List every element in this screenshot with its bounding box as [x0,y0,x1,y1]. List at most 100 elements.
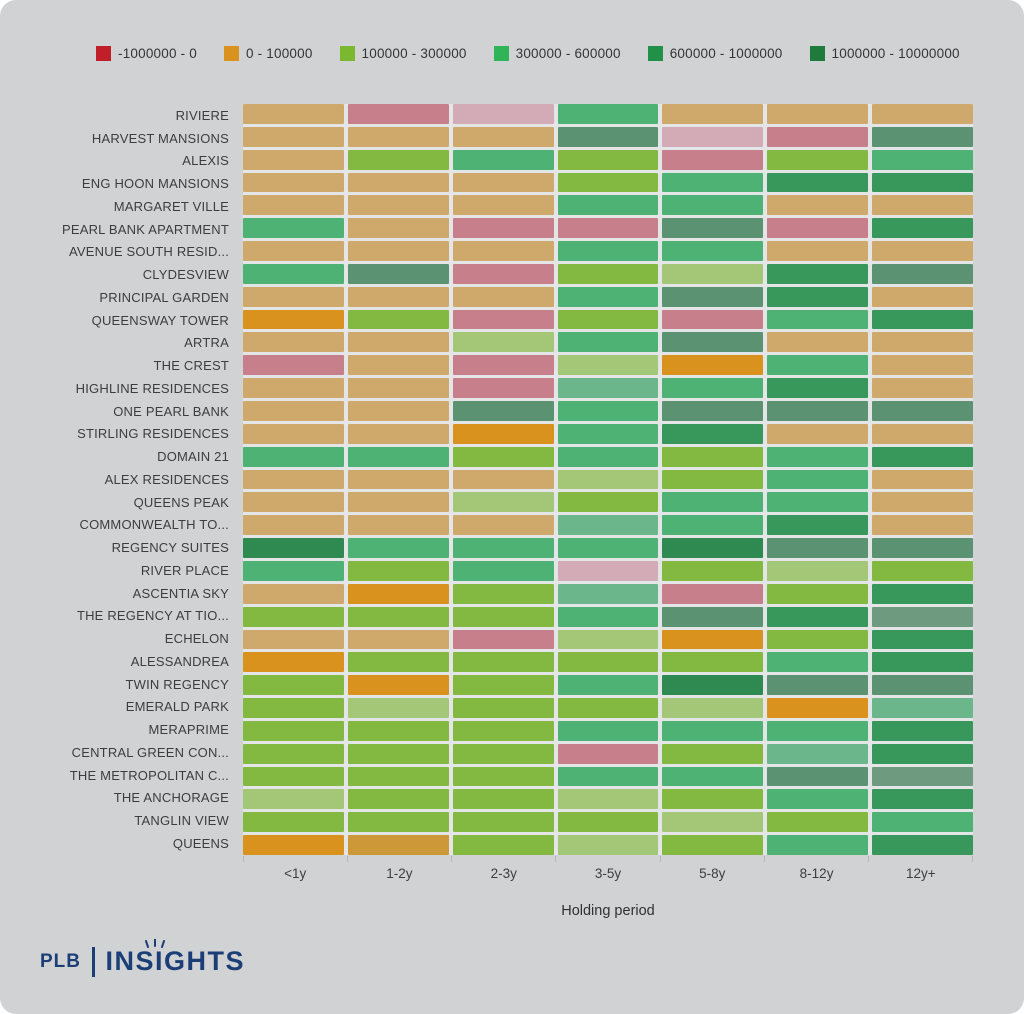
heatmap-cell[interactable] [243,560,344,581]
heatmap-cell[interactable] [452,560,554,581]
heatmap-cell[interactable] [767,378,869,399]
heatmap-cell[interactable] [452,149,554,170]
heatmap-cell[interactable] [872,812,973,833]
heatmap-cell[interactable] [347,195,449,216]
legend-item[interactable]: 0 - 100000 [223,46,313,61]
heatmap-cell[interactable] [872,606,973,627]
heatmap-cell[interactable] [452,675,554,696]
heatmap-cell[interactable] [767,766,869,787]
heatmap-cell[interactable] [452,835,554,855]
heatmap-cell[interactable] [557,286,659,307]
heatmap-cell[interactable] [872,469,973,490]
heatmap-cell[interactable] [243,149,344,170]
heatmap-cell[interactable] [557,446,659,467]
heatmap-cell[interactable] [767,469,869,490]
heatmap-cell[interactable] [452,743,554,764]
heatmap-cell[interactable] [767,743,869,764]
heatmap-cell[interactable] [662,218,764,239]
heatmap-cell[interactable] [243,720,344,741]
heatmap-cell[interactable] [767,401,869,421]
heatmap-cell[interactable] [243,515,344,536]
heatmap-cell[interactable] [347,560,449,581]
heatmap-cell[interactable] [557,309,659,330]
legend-item[interactable]: 300000 - 600000 [493,46,621,61]
heatmap-cell[interactable] [662,492,764,513]
heatmap-cell[interactable] [452,720,554,741]
heatmap-cell[interactable] [662,446,764,467]
heatmap-cell[interactable] [347,629,449,650]
heatmap-cell[interactable] [452,469,554,490]
heatmap-cell[interactable] [662,401,764,421]
heatmap-cell[interactable] [872,652,973,673]
heatmap-cell[interactable] [557,218,659,239]
heatmap-cell[interactable] [243,606,344,627]
heatmap-cell[interactable] [347,218,449,239]
heatmap-cell[interactable] [767,104,869,124]
heatmap-cell[interactable] [347,812,449,833]
heatmap-cell[interactable] [662,560,764,581]
heatmap-cell[interactable] [662,812,764,833]
heatmap-cell[interactable] [557,560,659,581]
heatmap-cell[interactable] [452,401,554,421]
heatmap-cell[interactable] [452,652,554,673]
heatmap-cell[interactable] [347,720,449,741]
heatmap-cell[interactable] [662,835,764,855]
heatmap-cell[interactable] [557,583,659,604]
heatmap-cell[interactable] [347,446,449,467]
heatmap-cell[interactable] [872,629,973,650]
heatmap-cell[interactable] [662,149,764,170]
heatmap-cell[interactable] [452,423,554,444]
heatmap-cell[interactable] [662,583,764,604]
heatmap-cell[interactable] [557,149,659,170]
heatmap-cell[interactable] [557,241,659,261]
heatmap-cell[interactable] [347,515,449,536]
heatmap-cell[interactable] [767,812,869,833]
heatmap-cell[interactable] [243,743,344,764]
heatmap-cell[interactable] [767,149,869,170]
heatmap-cell[interactable] [452,515,554,536]
heatmap-cell[interactable] [557,172,659,193]
heatmap-cell[interactable] [243,218,344,239]
heatmap-cell[interactable] [557,538,659,558]
heatmap-cell[interactable] [662,241,764,261]
heatmap-cell[interactable] [452,195,554,216]
legend-item[interactable]: 1000000 - 10000000 [809,46,960,61]
heatmap-cell[interactable] [452,629,554,650]
heatmap-cell[interactable] [452,286,554,307]
heatmap-cell[interactable] [557,629,659,650]
heatmap-cell[interactable] [347,378,449,399]
heatmap-cell[interactable] [872,698,973,718]
heatmap-cell[interactable] [872,378,973,399]
heatmap-cell[interactable] [452,492,554,513]
heatmap-cell[interactable] [662,469,764,490]
heatmap-cell[interactable] [767,446,869,467]
heatmap-cell[interactable] [872,492,973,513]
heatmap-cell[interactable] [347,606,449,627]
heatmap-cell[interactable] [767,538,869,558]
heatmap-cell[interactable] [662,423,764,444]
heatmap-cell[interactable] [662,378,764,399]
heatmap-cell[interactable] [347,332,449,353]
heatmap-cell[interactable] [557,104,659,124]
heatmap-cell[interactable] [662,515,764,536]
heatmap-cell[interactable] [767,126,869,147]
heatmap-cell[interactable] [662,126,764,147]
heatmap-cell[interactable] [347,652,449,673]
heatmap-cell[interactable] [662,629,764,650]
heatmap-cell[interactable] [557,835,659,855]
heatmap-cell[interactable] [662,286,764,307]
heatmap-cell[interactable] [557,492,659,513]
heatmap-cell[interactable] [347,355,449,376]
heatmap-cell[interactable] [767,720,869,741]
heatmap-cell[interactable] [557,401,659,421]
heatmap-cell[interactable] [243,766,344,787]
heatmap-cell[interactable] [662,263,764,284]
heatmap-cell[interactable] [243,104,344,124]
heatmap-cell[interactable] [557,469,659,490]
heatmap-cell[interactable] [557,766,659,787]
heatmap-cell[interactable] [767,583,869,604]
heatmap-cell[interactable] [557,698,659,718]
heatmap-cell[interactable] [243,583,344,604]
heatmap-cell[interactable] [557,789,659,810]
heatmap-cell[interactable] [872,309,973,330]
